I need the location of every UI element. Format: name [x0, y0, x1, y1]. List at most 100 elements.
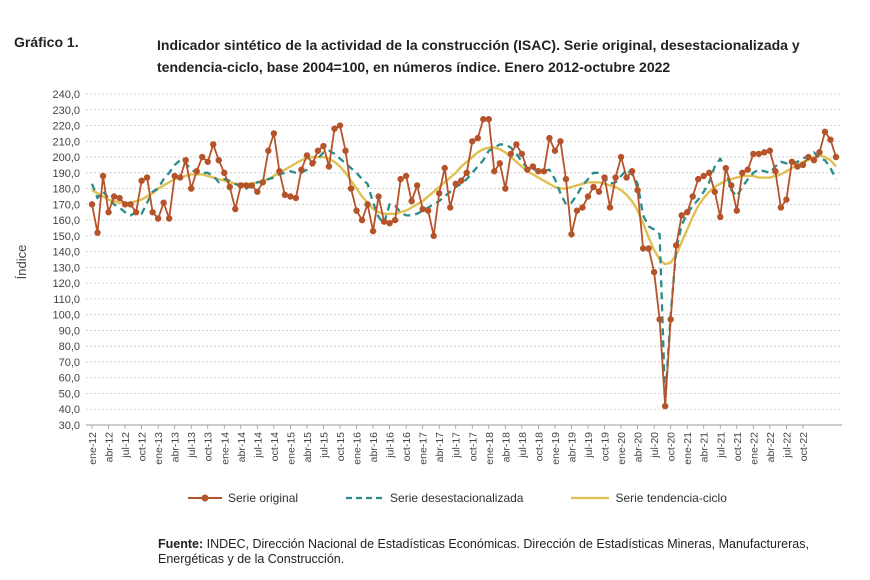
y-tick-label: 70,0	[59, 357, 80, 369]
legend-item-desestacionalizada: Serie desestacionalizada	[346, 491, 523, 505]
data-point	[391, 216, 399, 224]
x-tick-label: jul-13	[186, 432, 198, 459]
data-point	[590, 183, 597, 191]
data-point	[612, 174, 619, 181]
series-line-1	[90, 143, 838, 403]
data-point	[684, 209, 691, 216]
x-tick-label: oct-22	[798, 432, 810, 461]
data-point	[469, 138, 476, 145]
data-point	[188, 185, 195, 192]
data-point	[94, 229, 101, 236]
data-point	[777, 204, 785, 211]
data-point	[557, 138, 564, 145]
x-tick-label: oct-16	[401, 432, 413, 461]
data-point	[579, 204, 586, 211]
x-tick-label: abr-18	[500, 432, 512, 463]
data-point	[88, 201, 96, 208]
data-point	[584, 193, 592, 200]
x-tick-label: abr-17	[434, 432, 446, 463]
data-point	[546, 134, 553, 142]
data-point	[474, 134, 481, 142]
y-tick-label: 30,0	[59, 420, 80, 432]
data-point	[717, 213, 724, 221]
data-point	[176, 174, 184, 181]
data-point	[524, 166, 531, 173]
data-point	[276, 168, 283, 175]
legend-label-original: Serie original	[228, 491, 299, 505]
source-note: Fuente: INDEC, Dirección Nacional de Est…	[158, 537, 858, 567]
data-point	[298, 166, 305, 173]
data-point	[667, 316, 674, 323]
x-tick-label: jul-18	[517, 432, 529, 459]
data-point	[232, 205, 239, 213]
y-tick-label: 60,0	[59, 373, 80, 385]
x-tick-label: jul-15	[318, 432, 330, 459]
data-point	[221, 169, 228, 177]
data-point	[121, 201, 129, 208]
data-point	[799, 161, 807, 169]
data-point	[331, 125, 338, 132]
data-point	[342, 147, 349, 154]
data-point	[634, 186, 641, 194]
data-point	[832, 153, 840, 161]
x-tick-label: oct-13	[203, 432, 215, 461]
data-point	[733, 207, 740, 214]
data-point	[617, 153, 625, 161]
x-tick-label: oct-15	[335, 432, 347, 461]
x-tick-label: oct-14	[269, 432, 281, 461]
data-point	[369, 227, 377, 235]
line-chart: 30,0 40,0 50,0 60,0 70,0 80,0 90,0 100,0 110,0 12…	[14, 89, 842, 465]
legend-swatch-original	[188, 494, 222, 502]
data-point	[628, 168, 636, 175]
data-point	[265, 147, 272, 154]
y-tick-label: 230,0	[52, 105, 80, 117]
data-point	[138, 177, 145, 184]
data-point	[386, 220, 393, 227]
data-point	[303, 152, 311, 159]
data-point	[794, 163, 801, 170]
x-tick-label: ene-14	[219, 432, 231, 465]
data-point	[507, 150, 515, 158]
data-point	[491, 168, 498, 175]
data-point	[562, 175, 570, 183]
data-point	[99, 172, 107, 180]
x-tick-label: abr-16	[368, 432, 380, 463]
data-point	[364, 201, 371, 208]
data-point	[645, 245, 652, 252]
data-point	[529, 163, 537, 170]
data-point	[160, 199, 167, 206]
x-tick-label: jul-16	[385, 432, 397, 459]
x-tick-label: abr-20	[633, 432, 645, 463]
data-point	[110, 193, 118, 200]
x-tick-label: ene-16	[352, 432, 364, 465]
data-point	[292, 194, 300, 202]
data-point	[766, 147, 774, 154]
y-tick-label: 190,0	[52, 168, 80, 180]
data-point	[502, 185, 509, 192]
data-point	[215, 157, 222, 164]
data-point	[568, 231, 575, 238]
x-tick-label: jul-19	[583, 432, 595, 459]
data-point	[204, 158, 211, 165]
data-point	[380, 218, 388, 225]
x-tick-label: oct-21	[732, 432, 744, 461]
legend-label-desestacionalizada: Serie desestacionalizada	[390, 491, 524, 505]
y-tick-label: 40,0	[59, 404, 80, 416]
data-point	[816, 149, 823, 156]
y-tick-label: 220,0	[52, 121, 80, 133]
x-tick-label: jul-21	[715, 432, 727, 459]
data-point	[458, 177, 465, 184]
data-point	[259, 179, 267, 186]
chart-title: Indicador sintético de la actividad de l…	[157, 37, 800, 75]
x-tick-label: ene-18	[484, 432, 496, 465]
data-point	[606, 204, 614, 211]
data-point	[430, 232, 437, 240]
data-point	[149, 209, 156, 216]
series-line-0	[91, 118, 837, 407]
data-point	[143, 174, 151, 181]
y-axis-ticks: 30,0 40,0 50,0 60,0 70,0 80,0 90,0 100,0 110,0 12…	[52, 89, 80, 432]
y-tick-label: 130,0	[52, 262, 80, 274]
y-tick-label: 80,0	[59, 341, 80, 353]
y-tick-label: 100,0	[52, 310, 80, 322]
data-point	[127, 201, 134, 208]
